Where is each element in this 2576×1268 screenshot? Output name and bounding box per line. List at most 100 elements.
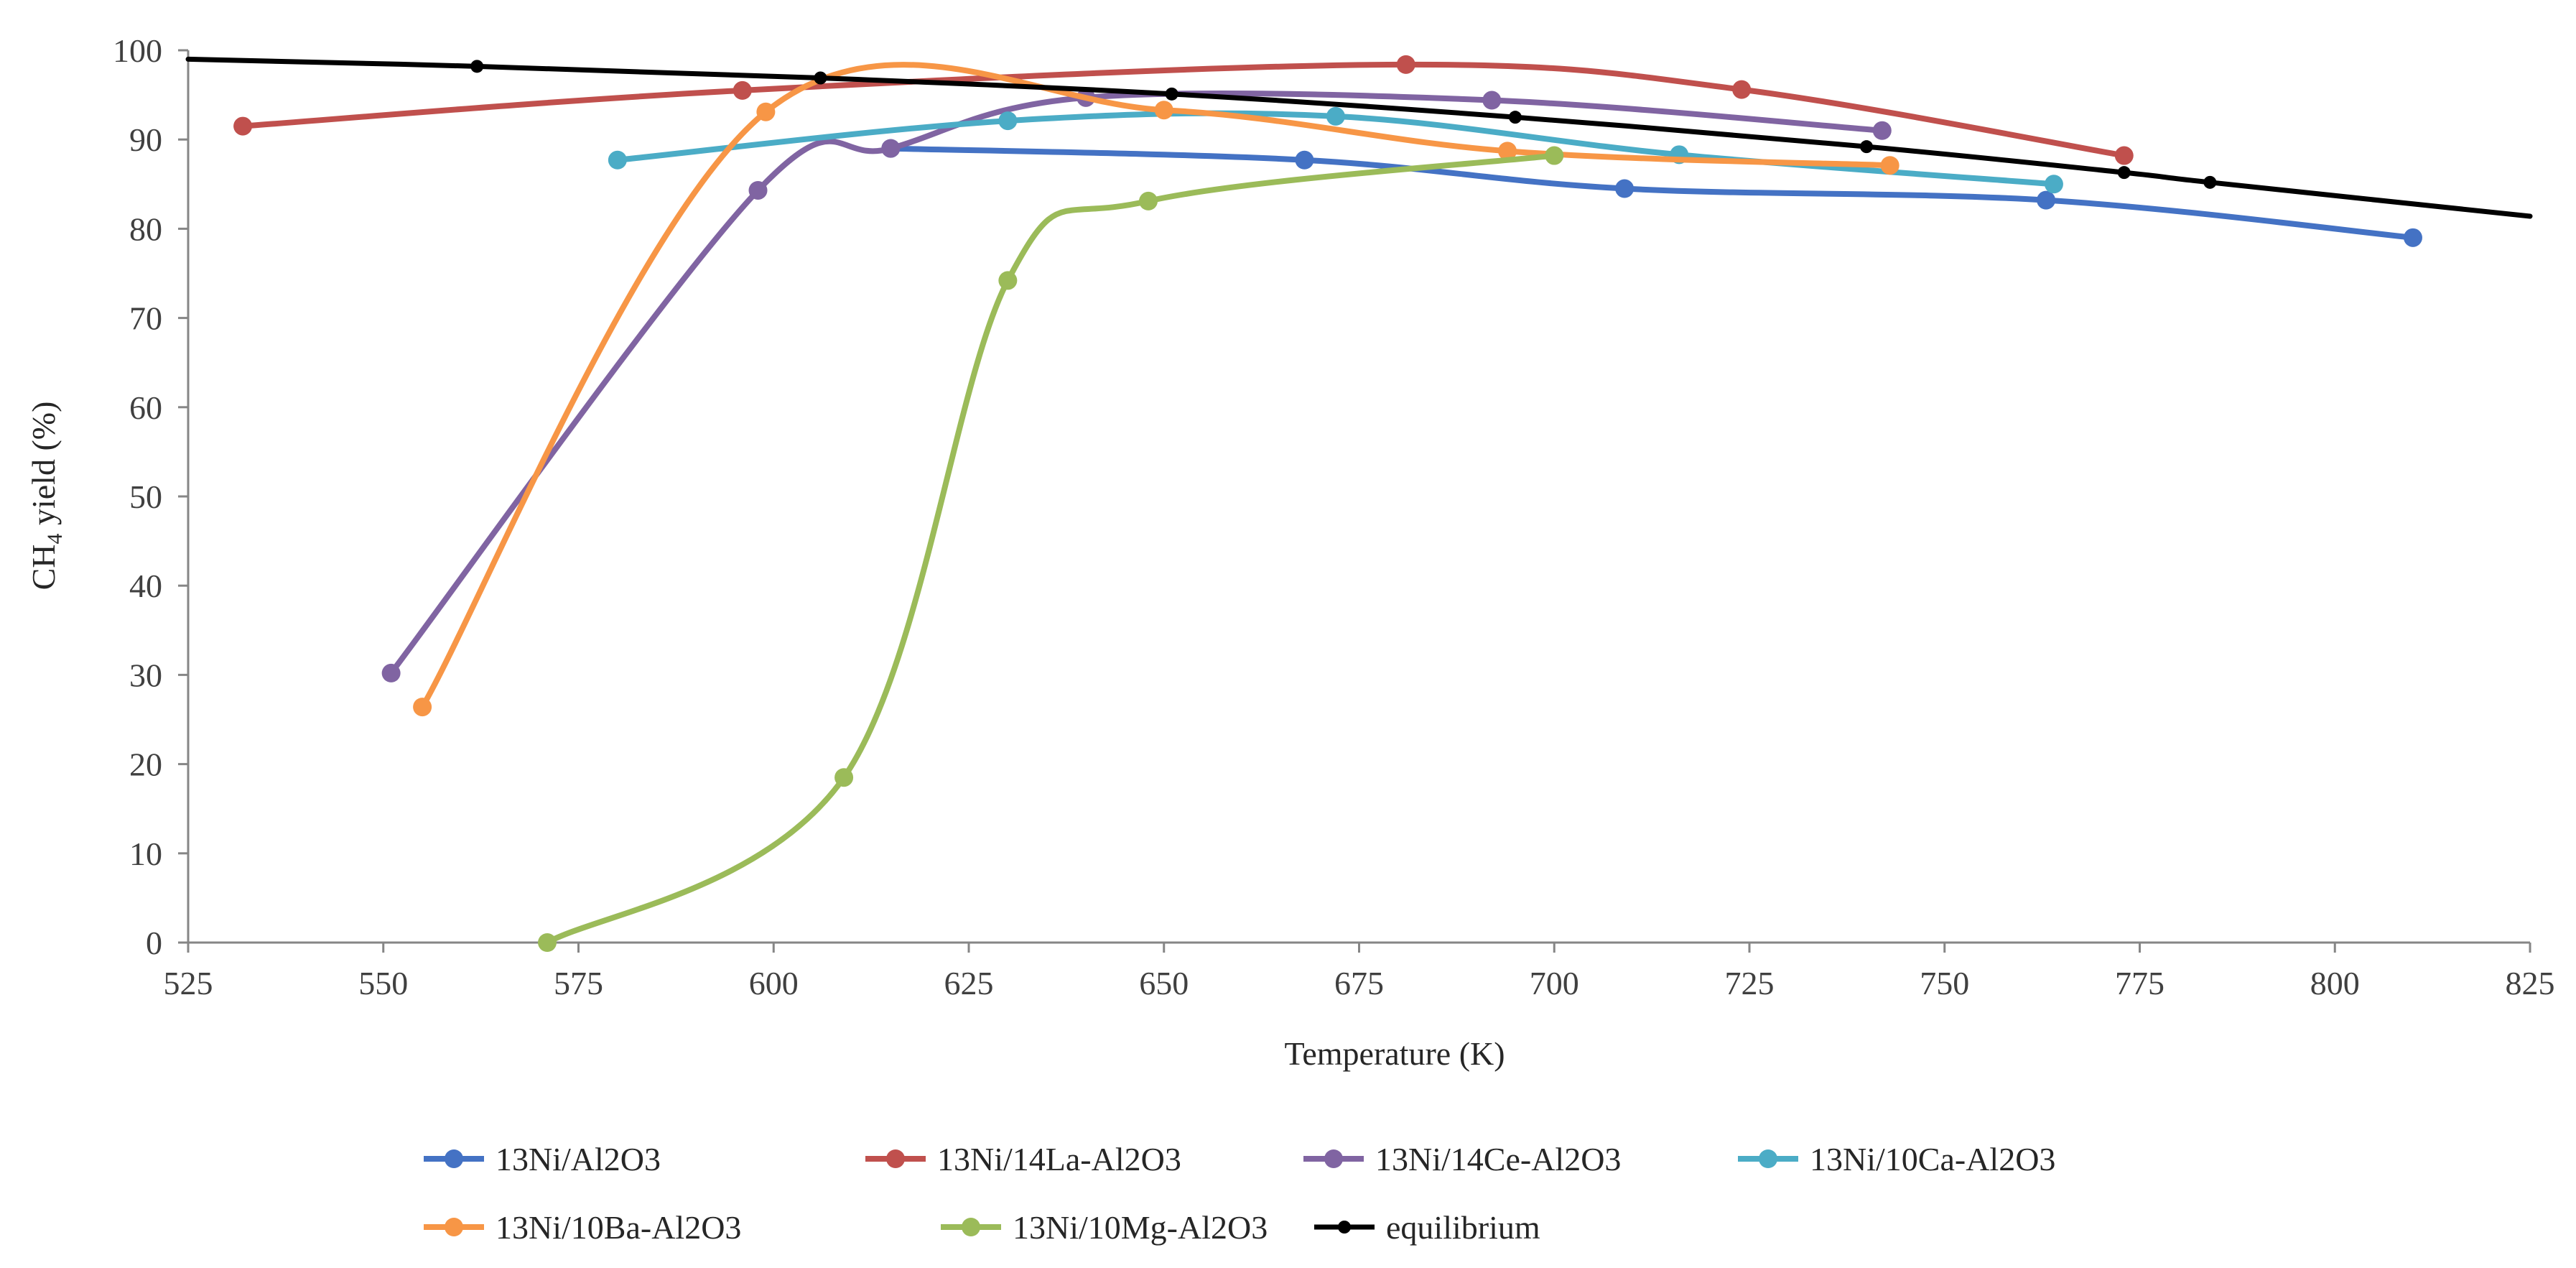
data-point-13ni-al2o3: [2403, 228, 2422, 247]
x-tick-label: 575: [554, 965, 603, 1001]
data-point-equilibrium: [470, 60, 484, 73]
data-point-13ni-10mg-al2o3: [998, 271, 1018, 290]
series-equilibrium: [185, 56, 2533, 219]
data-point-13ni-10ba-al2o3: [756, 102, 776, 121]
y-axis-title-subscript: 4: [43, 534, 67, 545]
legend-item-13ni-14la-al2o3: 13Ni/14La-Al2O3: [865, 1141, 1181, 1177]
data-point-13ni-14ce-al2o3: [1872, 121, 1892, 140]
data-point-13ni-10ca-al2o3: [2044, 175, 2063, 194]
legend-label: 13Ni/14Ce-Al2O3: [1375, 1141, 1621, 1177]
y-tick-label: 50: [129, 478, 162, 515]
legend-swatch-marker: [445, 1149, 463, 1168]
legend-item-equilibrium: equilibrium: [1314, 1209, 1540, 1246]
data-point-13ni-14la-al2o3: [1396, 55, 1415, 74]
y-tick-label: 40: [129, 568, 162, 604]
y-tick-label: 60: [129, 389, 162, 426]
legend: 13Ni/Al2O3 13Ni/14La-Al2O3 13Ni/14Ce-Al2O3…: [424, 1141, 2055, 1246]
y-tick-label: 30: [129, 657, 162, 693]
data-point-13ni-10ca-al2o3: [1326, 106, 1345, 126]
data-point-13ni-al2o3: [1615, 179, 1635, 198]
x-tick-label: 775: [2115, 965, 2165, 1001]
legend-label: equilibrium: [1386, 1209, 1540, 1246]
series-13ni-al2o3: [881, 139, 2422, 247]
x-tick-label: 650: [1139, 965, 1189, 1001]
legend-swatch-marker: [445, 1218, 463, 1236]
series-13ni-14la-al2o3: [233, 55, 2134, 165]
series-line-13ni-10ba-al2o3: [419, 62, 1893, 711]
legend-swatch-marker: [1759, 1149, 1777, 1168]
series-line-13ni-al2o3: [888, 145, 2416, 241]
legend-label: 13Ni/Al2O3: [496, 1141, 661, 1177]
legend-item-13ni-10mg-al2o3: 13Ni/10Mg-Al2O3: [941, 1209, 1268, 1246]
axes: [178, 49, 2531, 953]
data-point-equilibrium: [1860, 140, 1874, 154]
x-tick-label: 550: [358, 965, 408, 1001]
series-13ni-10ca-al2o3: [608, 106, 2063, 194]
data-point-13ni-10mg-al2o3: [834, 768, 854, 787]
y-tick-label: 10: [129, 836, 162, 872]
legend-item-13ni-14ce-al2o3: 13Ni/14Ce-Al2O3: [1303, 1141, 1621, 1177]
data-point-13ni-14ce-al2o3: [881, 139, 901, 158]
series-line-equilibrium: [185, 56, 2533, 219]
series-13ni-10ba-al2o3: [413, 62, 1900, 717]
data-point-13ni-14la-al2o3: [1732, 80, 1752, 99]
data-point-13ni-10mg-al2o3: [1139, 191, 1158, 210]
data-point-13ni-14la-al2o3: [733, 80, 752, 100]
legend-label: 13Ni/10Mg-Al2O3: [1013, 1209, 1268, 1246]
legend-item-13ni-al2o3: 13Ni/Al2O3: [424, 1141, 661, 1177]
data-point-equilibrium: [814, 71, 827, 85]
data-point-13ni-al2o3: [2037, 190, 2056, 210]
legend-swatch-marker: [886, 1149, 905, 1168]
legend-swatch-marker: [962, 1218, 980, 1236]
y-tick-label: 100: [113, 32, 162, 69]
legend-swatch-marker: [1338, 1221, 1351, 1234]
legend-label: 13Ni/10Ba-Al2O3: [496, 1209, 741, 1246]
data-point-13ni-10ca-al2o3: [998, 111, 1018, 131]
legend-label: 13Ni/14La-Al2O3: [937, 1141, 1181, 1177]
series-line-13ni-10mg-al2o3: [544, 152, 1558, 945]
series-13ni-10mg-al2o3: [538, 146, 1564, 952]
y-tick-label: 70: [129, 300, 162, 337]
data-point-13ni-10ba-al2o3: [1498, 142, 1517, 161]
data-point-13ni-10ba-al2o3: [1154, 101, 1173, 120]
data-point-13ni-10ba-al2o3: [1880, 156, 1900, 175]
x-tick-label: 750: [1920, 965, 1969, 1001]
legend-item-13ni-10ba-al2o3: 13Ni/10Ba-Al2O3: [424, 1209, 741, 1246]
data-point-equilibrium: [2117, 166, 2131, 180]
data-point-13ni-al2o3: [1295, 150, 1314, 170]
series-line-13ni-14la-al2o3: [240, 61, 2127, 159]
y-axis-title: CH4 yield (%): [25, 402, 67, 591]
data-point-13ni-14la-al2o3: [2114, 146, 2134, 165]
x-tick-label: 800: [2310, 965, 2360, 1001]
data-point-13ni-14ce-al2o3: [381, 663, 401, 682]
data-point-13ni-10mg-al2o3: [538, 933, 557, 952]
x-tick-label: 825: [2506, 965, 2555, 1001]
data-point-13ni-14ce-al2o3: [748, 180, 768, 200]
data-point-13ni-14la-al2o3: [233, 116, 253, 136]
x-tick-label: 725: [1725, 965, 1775, 1001]
legend-item-13ni-10ca-al2o3: 13Ni/10Ca-Al2O3: [1738, 1141, 2055, 1177]
x-tick-label: 600: [749, 965, 799, 1001]
data-point-equilibrium: [1165, 87, 1178, 101]
series-layer: [185, 55, 2533, 952]
x-tick-label: 700: [1530, 965, 1579, 1001]
data-point-13ni-10ca-al2o3: [608, 150, 627, 170]
y-tick-label: 90: [129, 121, 162, 158]
data-point-13ni-10mg-al2o3: [1545, 146, 1564, 165]
data-point-equilibrium: [1508, 111, 1522, 124]
x-tick-label: 525: [164, 965, 213, 1001]
data-point-equilibrium: [2203, 175, 2217, 189]
x-axis-title: Temperature (K): [1284, 1035, 1505, 1072]
series-13ni-14ce-al2o3: [381, 88, 1892, 682]
legend-label: 13Ni/10Ca-Al2O3: [1810, 1141, 2055, 1177]
legend-swatch-marker: [1324, 1149, 1343, 1168]
y-axis-title-rest: yield (%): [25, 402, 62, 534]
y-tick-label: 0: [146, 925, 162, 961]
y-tick-label: 80: [129, 210, 162, 247]
y-axis-title-main: CH: [25, 545, 62, 591]
data-point-13ni-14ce-al2o3: [1482, 91, 1502, 110]
x-tick-label: 625: [944, 965, 994, 1001]
x-tick-label: 675: [1334, 965, 1384, 1001]
data-point-13ni-10ba-al2o3: [413, 698, 432, 717]
